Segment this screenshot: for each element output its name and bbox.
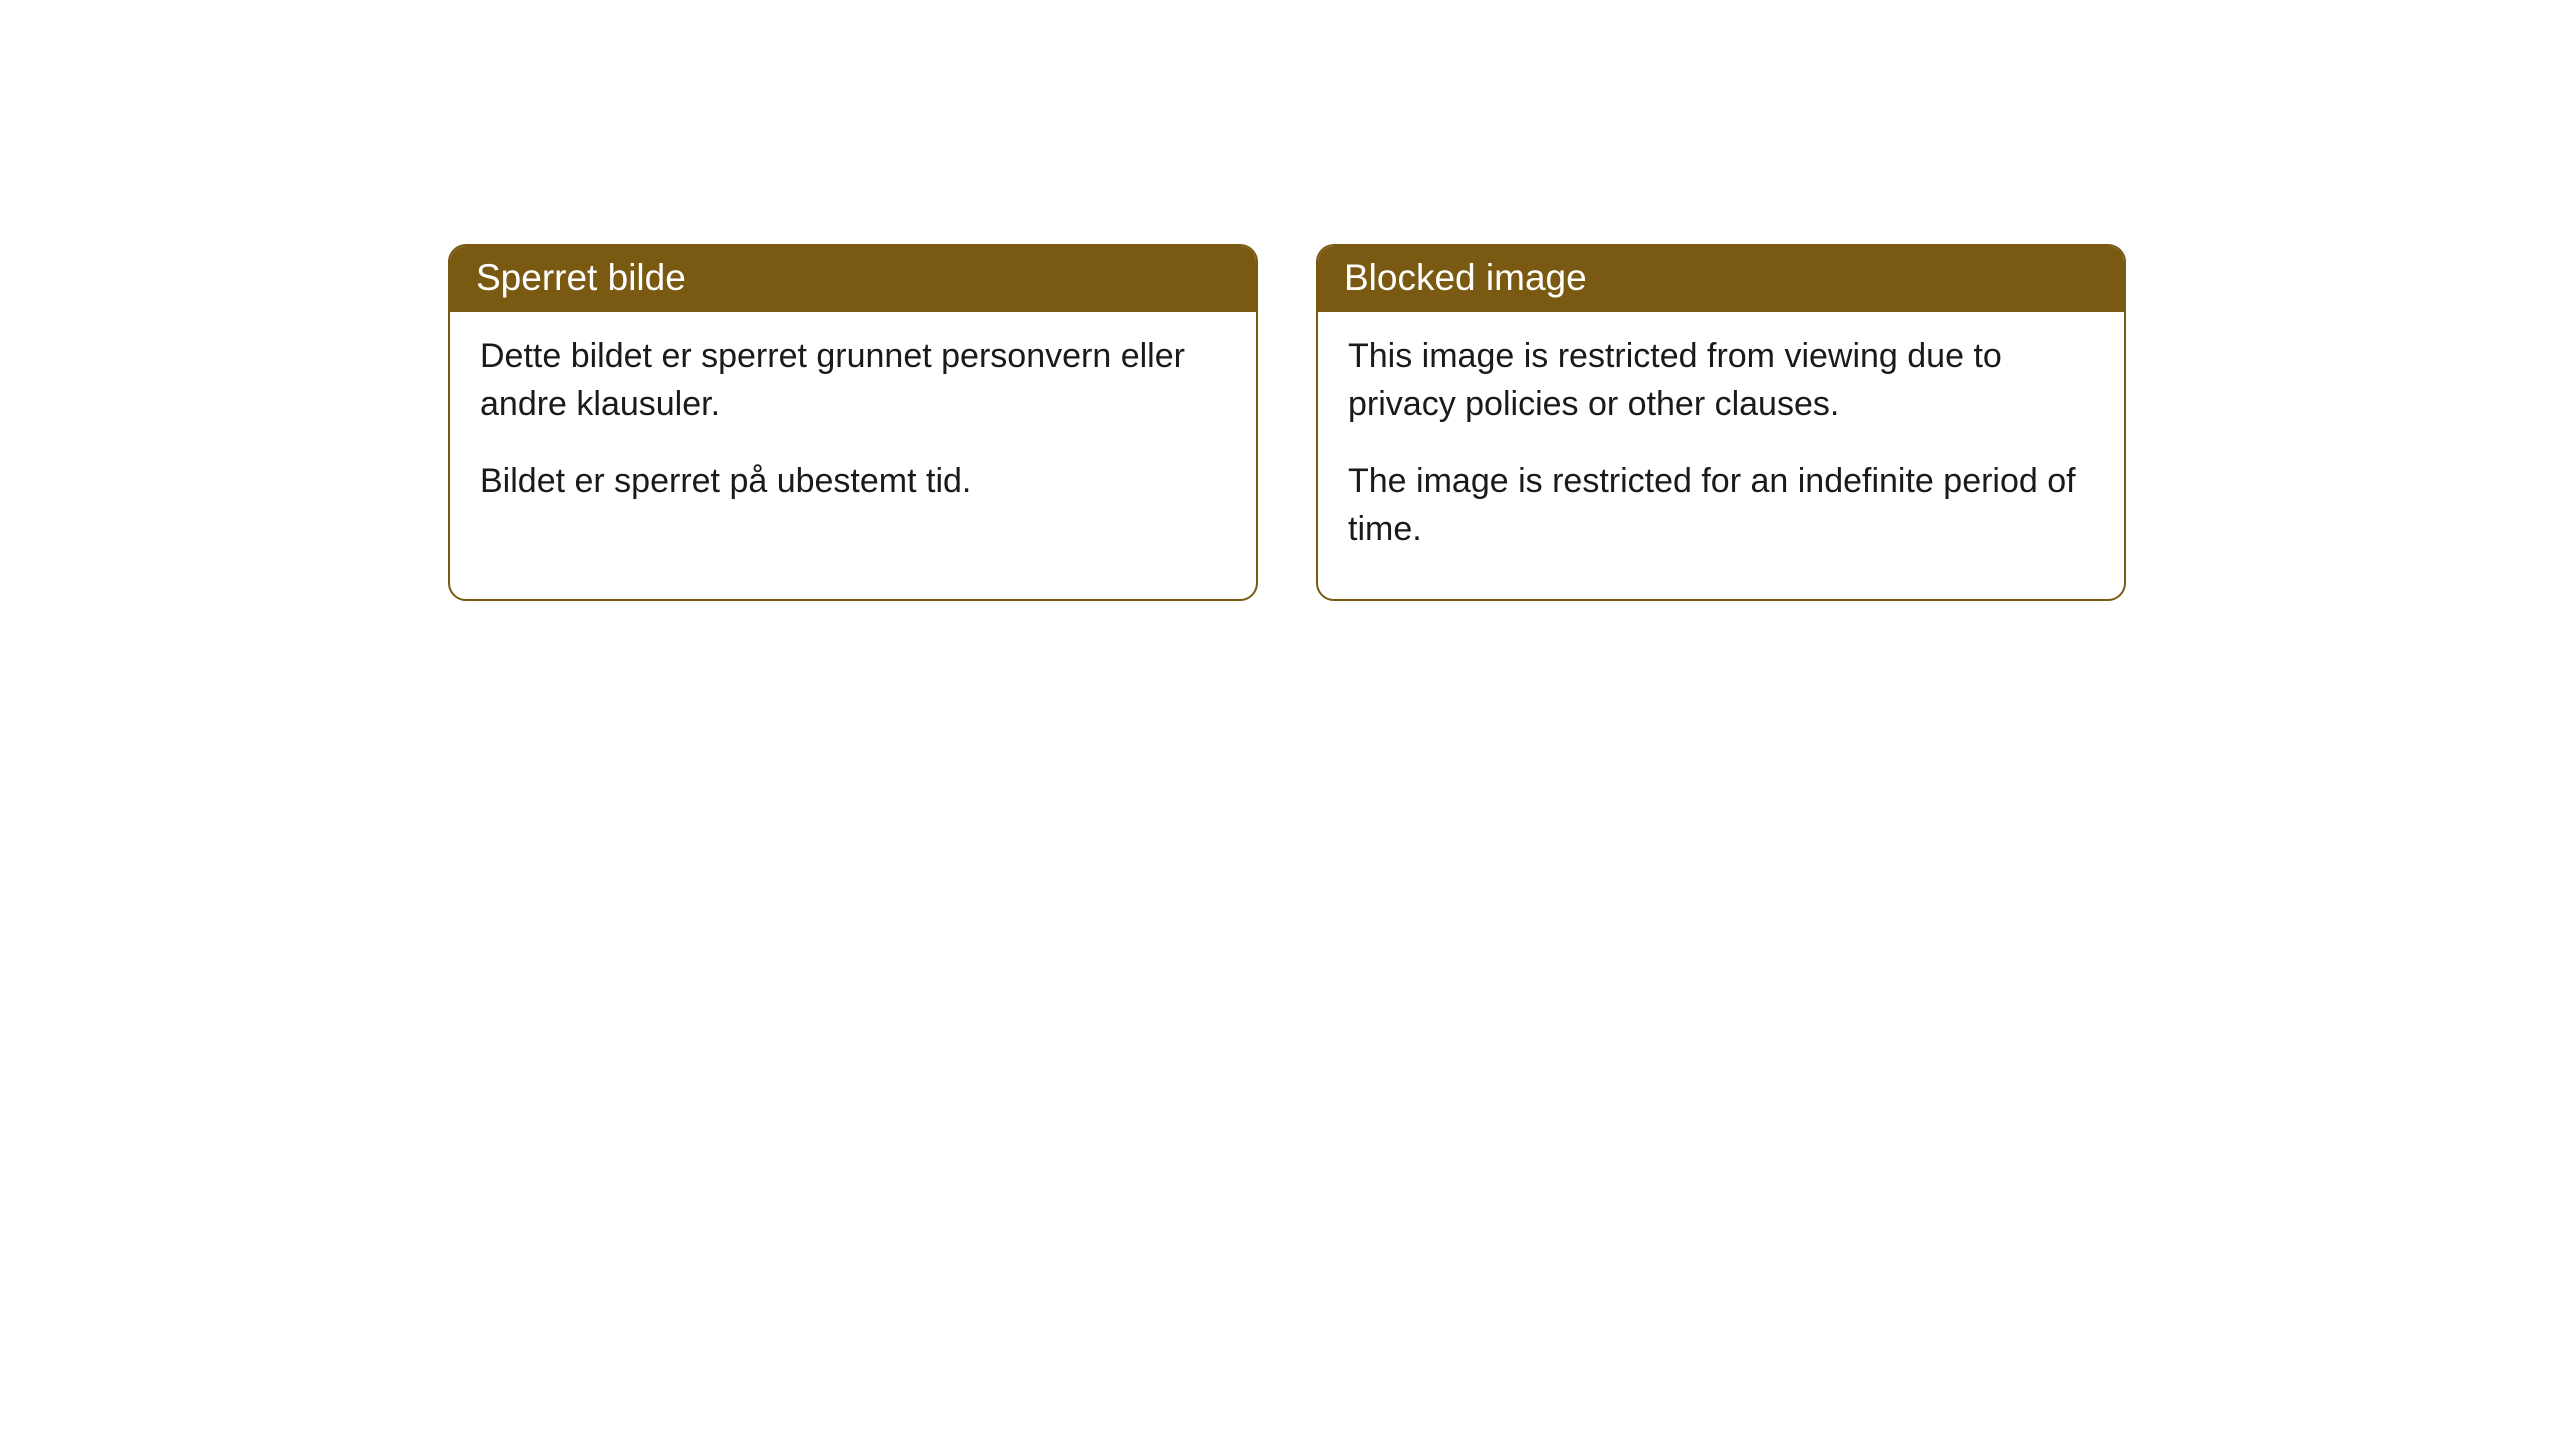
blocked-image-card-english: Blocked image This image is restricted f… <box>1316 244 2126 601</box>
card-paragraph: Bildet er sperret på ubestemt tid. <box>480 457 1226 505</box>
card-paragraph: This image is restricted from viewing du… <box>1348 332 2094 429</box>
card-title: Sperret bilde <box>476 257 686 298</box>
blocked-image-card-norwegian: Sperret bilde Dette bildet er sperret gr… <box>448 244 1258 601</box>
card-title: Blocked image <box>1344 257 1587 298</box>
card-paragraph: The image is restricted for an indefinit… <box>1348 457 2094 554</box>
card-paragraph: Dette bildet er sperret grunnet personve… <box>480 332 1226 429</box>
card-header: Sperret bilde <box>450 246 1256 312</box>
card-body: Dette bildet er sperret grunnet personve… <box>450 312 1256 551</box>
cards-container: Sperret bilde Dette bildet er sperret gr… <box>0 0 2560 601</box>
card-header: Blocked image <box>1318 246 2124 312</box>
card-body: This image is restricted from viewing du… <box>1318 312 2124 599</box>
